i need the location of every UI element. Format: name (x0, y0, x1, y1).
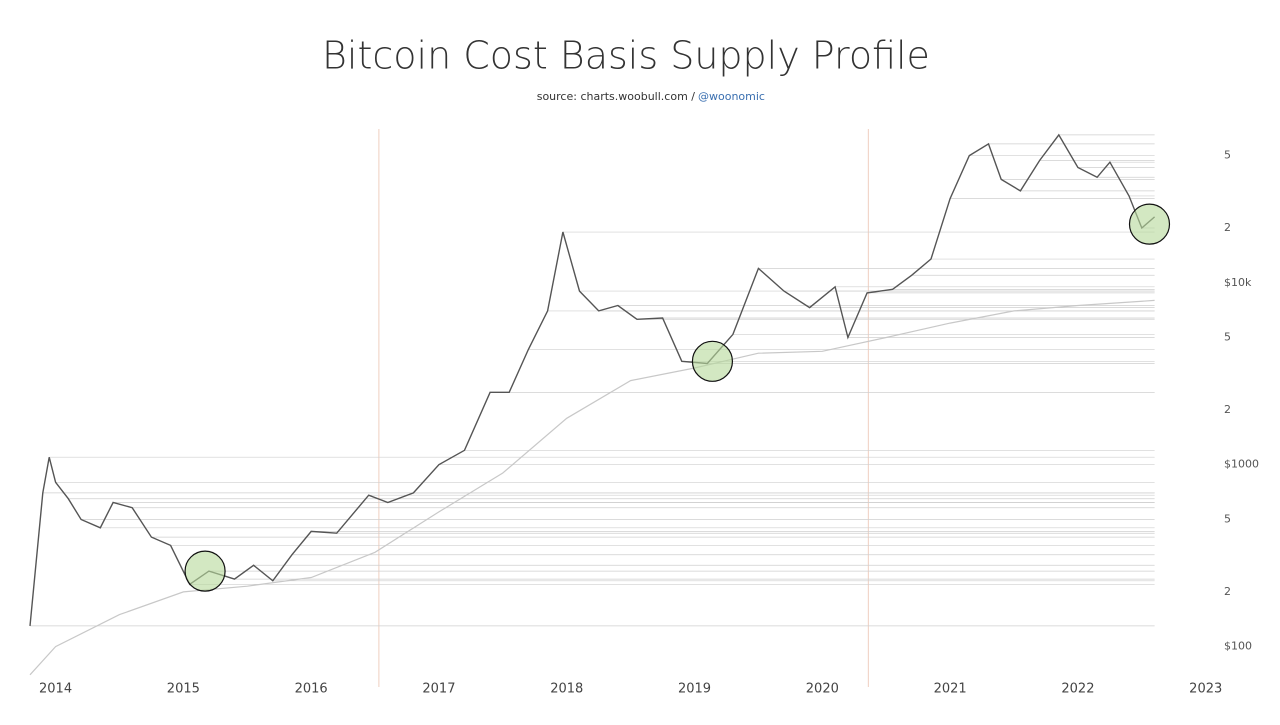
y-tick-label: $1000 (1224, 458, 1259, 471)
x-tick-label: 2021 (934, 682, 967, 697)
y-tick-label: 5 (1224, 512, 1231, 525)
cost-basis-floor (29, 299, 1155, 676)
subtitle-handle: @woonomic (698, 90, 765, 103)
price-line (29, 133, 1156, 626)
y-tick-label: 2 (1224, 403, 1231, 416)
x-tick-label: 2015 (167, 682, 200, 697)
chart-subtitle: source: charts.woobull.com / (537, 90, 696, 103)
x-tick-label: 2014 (39, 682, 72, 697)
highlight-circle (691, 340, 734, 382)
y-tick-label: $100 (1224, 640, 1252, 653)
highlight-circle (1128, 203, 1171, 245)
x-tick-label: 2020 (806, 682, 839, 697)
chart-title: Bitcoin Cost Basis Supply Profile (322, 34, 930, 78)
x-tick-label: 2022 (1061, 682, 1094, 697)
highlight-circle (184, 550, 226, 592)
x-tick-label: 2023 (1189, 682, 1222, 697)
y-tick-label: 2 (1224, 585, 1231, 598)
x-tick-label: 2016 (295, 682, 328, 697)
y-tick-label: 5 (1224, 149, 1231, 162)
y-tick-label: 2 (1224, 221, 1231, 234)
x-tick-label: 2017 (422, 682, 455, 697)
x-tick-label: 2019 (678, 682, 711, 697)
y-tick-label: $10k (1224, 276, 1252, 289)
x-tick-label: 2018 (550, 682, 583, 697)
y-tick-label: 5 (1224, 331, 1231, 344)
